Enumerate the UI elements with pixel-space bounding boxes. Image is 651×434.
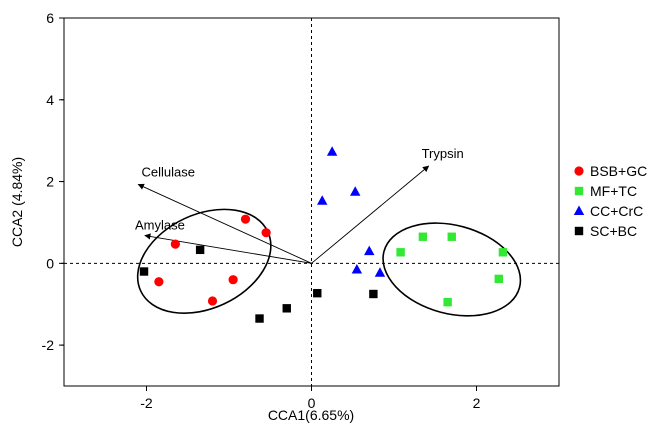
point-sc-bc-4 bbox=[369, 289, 378, 299]
group-ellipses bbox=[136, 208, 522, 317]
legend-item-sc-bc: SC+BC bbox=[574, 223, 637, 239]
arrow-label-cellulase: Cellulase bbox=[142, 164, 195, 179]
legend-label-mf-tc: MF+TC bbox=[590, 183, 637, 199]
x-tick-label: 2 bbox=[473, 395, 481, 411]
legend-label-cc-crc: CC+CrC bbox=[590, 203, 643, 219]
legend-item-cc-crc: CC+CrC bbox=[573, 203, 643, 219]
arrow-cellulase bbox=[137, 183, 312, 264]
legend-item-mf-tc: MF+TC bbox=[574, 183, 637, 199]
point-cc-crc-1 bbox=[326, 146, 338, 156]
data-points bbox=[139, 146, 508, 323]
y-tick-label: 2 bbox=[46, 174, 54, 190]
reference-lines bbox=[64, 18, 559, 386]
legend-label-bsb-gc: BSB+GC bbox=[590, 163, 647, 179]
point-bsb-gc-2 bbox=[261, 228, 271, 238]
group-ellipse-2 bbox=[382, 222, 522, 317]
x-tick-label: -2 bbox=[140, 395, 153, 411]
group-ellipse-1 bbox=[136, 208, 272, 314]
environment-arrows: Cellulase Amylase Trypsin bbox=[135, 146, 464, 264]
point-bsb-gc-5 bbox=[228, 275, 238, 285]
legend-marker-cc-crc bbox=[573, 205, 585, 215]
arrow-amylase bbox=[144, 233, 312, 264]
point-cc-crc-4 bbox=[364, 245, 375, 256]
point-mf-tc-5 bbox=[494, 274, 503, 284]
arrow-trypsin bbox=[311, 165, 430, 264]
point-sc-bc-1 bbox=[195, 245, 205, 255]
legend: BSB+GC MF+TC CC+CrC SC+BC bbox=[573, 163, 647, 239]
y-tick-label: 4 bbox=[46, 92, 54, 108]
point-sc-bc-5 bbox=[282, 304, 291, 313]
y-axis-title: CCA2 (4.84%) bbox=[9, 157, 25, 247]
point-cc-crc-5 bbox=[351, 263, 363, 274]
legend-marker-mf-tc bbox=[574, 186, 584, 196]
point-mf-tc-1 bbox=[418, 232, 428, 241]
y-tick-label: 6 bbox=[46, 10, 54, 26]
arrow-label-trypsin: Trypsin bbox=[422, 146, 464, 161]
point-bsb-gc-4 bbox=[154, 277, 164, 287]
legend-marker-sc-bc bbox=[574, 226, 584, 236]
point-mf-tc-3 bbox=[396, 248, 405, 257]
arrow-label-amylase: Amylase bbox=[135, 218, 185, 233]
legend-marker-bsb-gc bbox=[574, 166, 584, 176]
legend-item-bsb-gc: BSB+GC bbox=[574, 163, 647, 179]
point-bsb-gc-3 bbox=[170, 239, 180, 249]
point-sc-bc-2 bbox=[139, 267, 149, 276]
point-bsb-gc-6 bbox=[207, 296, 218, 306]
point-cc-crc-3 bbox=[317, 195, 328, 205]
point-mf-tc-4 bbox=[498, 248, 508, 257]
legend-label-sc-bc: SC+BC bbox=[590, 223, 637, 239]
y-tick-label: -2 bbox=[42, 337, 55, 353]
axes: -2 0 2 -2 0 2 4 6 bbox=[42, 10, 481, 411]
x-axis-title: CCA1(6.65%) bbox=[268, 407, 354, 423]
point-sc-bc-6 bbox=[255, 314, 264, 323]
point-bsb-gc-1 bbox=[240, 214, 251, 224]
point-mf-tc-6 bbox=[443, 297, 452, 307]
point-cc-crc-6 bbox=[374, 267, 386, 277]
y-tick-label: 0 bbox=[46, 255, 54, 271]
point-mf-tc-2 bbox=[447, 232, 456, 241]
point-cc-crc-2 bbox=[350, 186, 361, 196]
x-tick-label: 0 bbox=[308, 395, 316, 411]
point-sc-bc-3 bbox=[313, 288, 322, 298]
